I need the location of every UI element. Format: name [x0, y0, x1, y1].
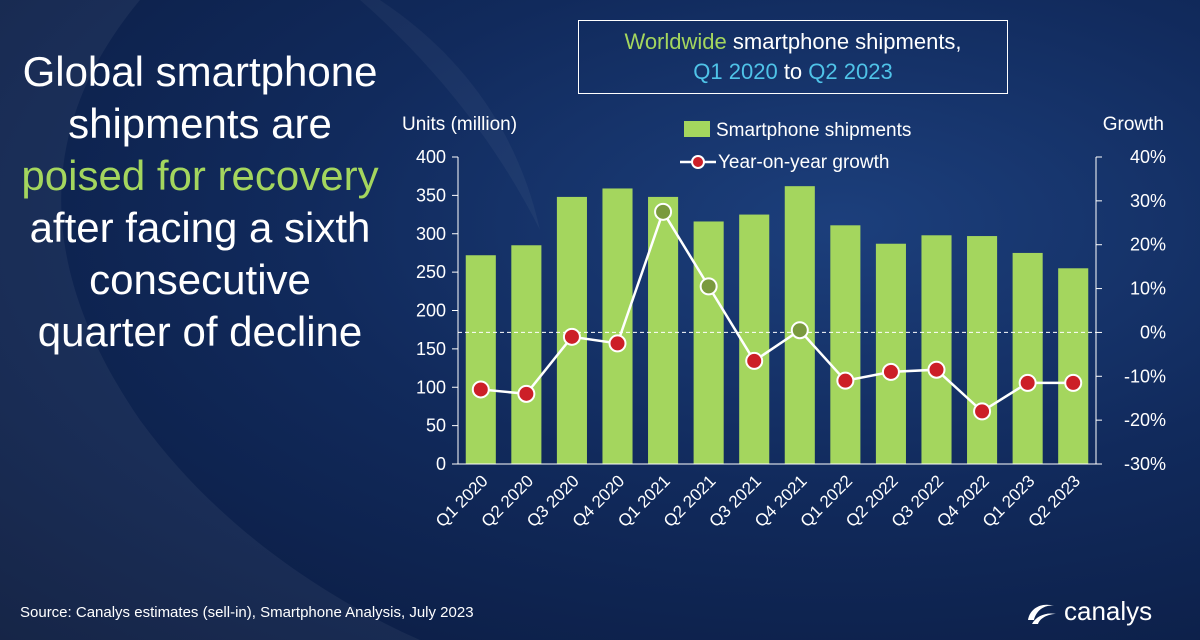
chart-title-box: Worldwide smartphone shipments, Q1 2020 …	[578, 20, 1008, 94]
bar-9	[875, 243, 906, 464]
y2-tick-label-0: -30%	[1124, 454, 1166, 474]
growth-point-4	[654, 202, 673, 221]
growth-point-7	[790, 321, 809, 340]
legend-bar-swatch	[684, 121, 710, 137]
y-tick-label-6: 300	[416, 224, 446, 244]
bar-11	[967, 236, 998, 464]
bar-6	[739, 214, 770, 464]
bar-10	[921, 235, 952, 464]
growth-point-10	[927, 360, 946, 379]
y2-axis-title: Growth	[1103, 114, 1164, 135]
headline: Global smartphone shipments are poised f…	[20, 46, 380, 358]
growth-point-8	[836, 371, 855, 390]
growth-point-1	[517, 384, 536, 403]
bar-12	[1012, 252, 1043, 464]
title-range-start: Q1 2020	[693, 59, 778, 84]
growth-point-12	[1018, 373, 1037, 392]
growth-point-5	[699, 277, 718, 296]
canalys-logo-icon	[1028, 604, 1056, 624]
growth-point-6	[745, 351, 764, 370]
headline-part2: after facing a sixth consecutive quarter…	[29, 204, 371, 355]
bar-4	[648, 196, 679, 464]
bar-8	[830, 225, 861, 464]
y-tick-label-7: 350	[416, 185, 446, 205]
legend-line-marker	[691, 155, 705, 169]
bar-13	[1058, 268, 1089, 464]
growth-point-0	[471, 380, 490, 399]
y2-tick-label-5: 20%	[1130, 235, 1166, 255]
growth-point-13	[1064, 373, 1083, 392]
y-axis-title: Units (million)	[402, 114, 517, 135]
growth-point-2	[562, 327, 581, 346]
bar-3	[602, 188, 633, 464]
bar-0	[465, 255, 496, 464]
y-tick-label-1: 50	[426, 416, 446, 436]
y2-tick-label-4: 10%	[1130, 279, 1166, 299]
y-tick-label-4: 200	[416, 301, 446, 321]
headline-part1: Global smartphone shipments are	[22, 48, 378, 147]
y2-tick-label-3: 0%	[1140, 322, 1166, 342]
growth-point-3	[608, 334, 627, 353]
y2-tick-label-1: -20%	[1124, 410, 1166, 430]
growth-point-9	[881, 362, 900, 381]
legend-bar-label: Smartphone shipments	[716, 120, 911, 141]
y2-tick-label-7: 40%	[1130, 147, 1166, 167]
y-tick-label-3: 150	[416, 339, 446, 359]
growth-point-11	[973, 402, 992, 421]
y-tick-label-0: 0	[436, 454, 446, 474]
logo-text: canalys	[1064, 596, 1153, 626]
title-accent: Worldwide	[624, 29, 727, 54]
title-range-end: Q2 2023	[808, 59, 893, 84]
y2-tick-label-6: 30%	[1130, 191, 1166, 211]
y-tick-label-8: 400	[416, 147, 446, 167]
headline-highlight: poised for recovery	[21, 152, 379, 199]
y2-tick-label-2: -10%	[1124, 366, 1166, 386]
bar-1	[511, 245, 542, 464]
source-note: Source: Canalys estimates (sell-in), Sma…	[20, 604, 474, 621]
canalys-logo: canalys	[1024, 596, 1152, 627]
title-range-to: to	[777, 59, 809, 84]
title-rest: smartphone shipments,	[726, 29, 962, 54]
legend-line-label: Year-on-year growth	[718, 152, 889, 173]
bar-5	[693, 221, 724, 464]
y-tick-label-2: 100	[416, 377, 446, 397]
y-tick-label-5: 250	[416, 262, 446, 282]
